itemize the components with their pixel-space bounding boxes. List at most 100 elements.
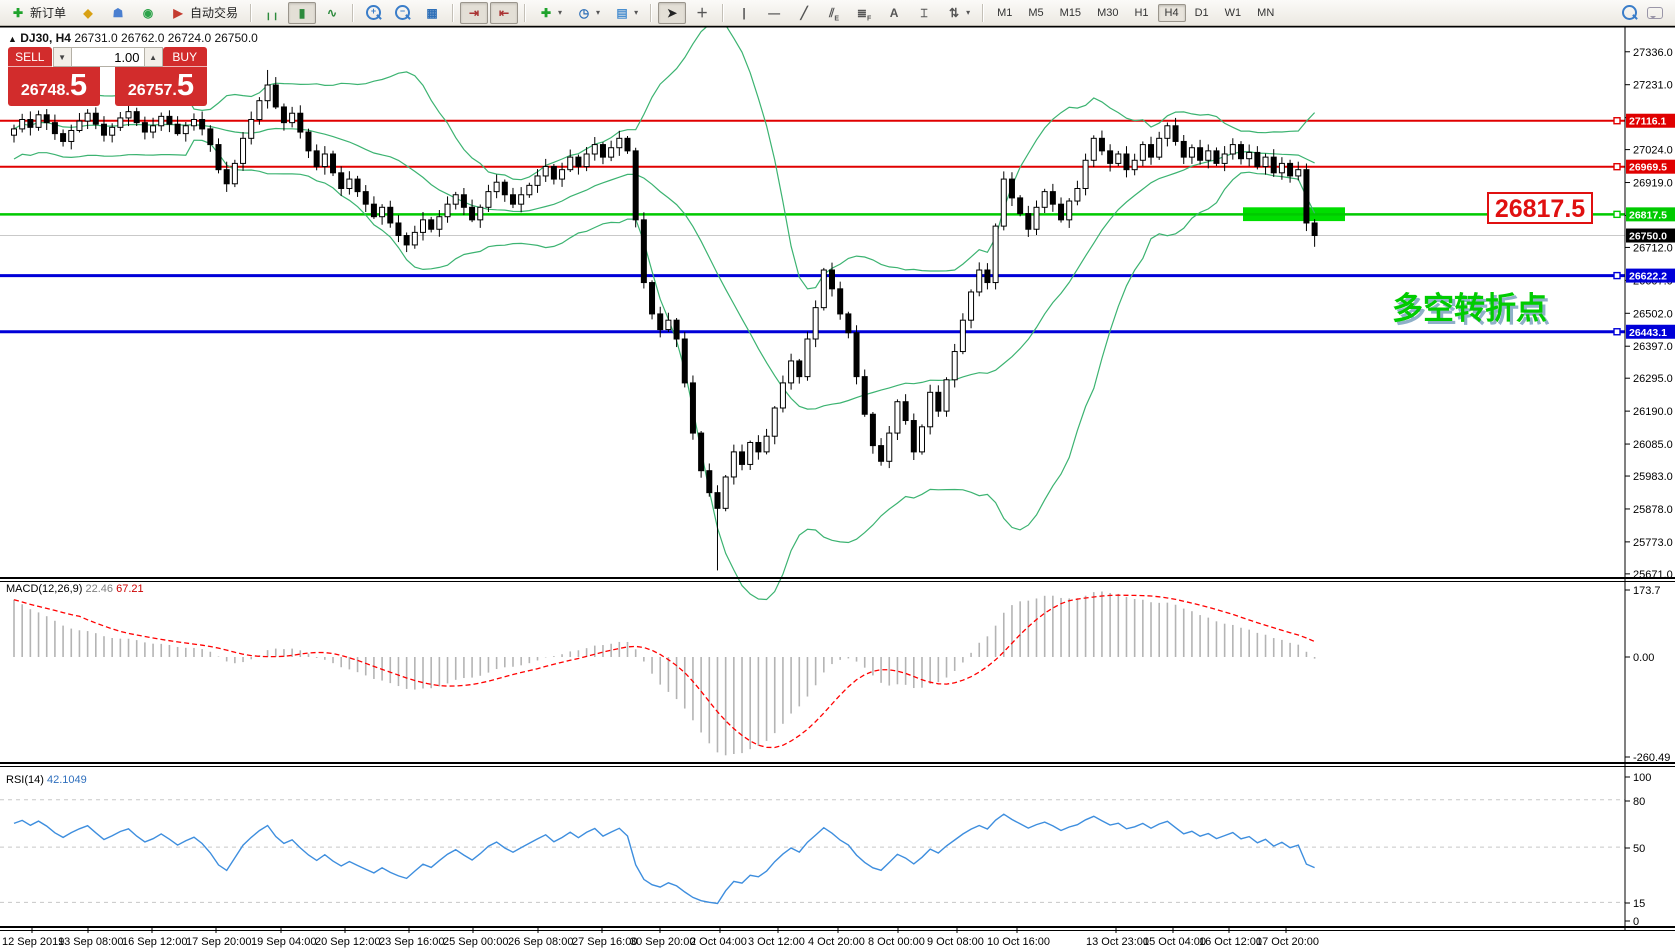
fibonacci-tool-button[interactable]: ≣F	[850, 2, 878, 24]
chart-top-border	[0, 26, 1675, 28]
vline-icon: |	[742, 5, 746, 20]
candle-body	[1066, 200, 1073, 221]
candle-body	[559, 169, 566, 180]
collapse-icon[interactable]: ▲	[8, 34, 17, 44]
rsi-axis-label: 100	[1633, 772, 1651, 784]
panel-separator[interactable]	[0, 766, 1675, 767]
volume-increase-button[interactable]: ▲	[143, 47, 163, 67]
autotrade-icon: ▶	[173, 5, 183, 20]
bars-chart-button[interactable]: ╷╷	[258, 2, 286, 24]
panel-separator[interactable]	[0, 762, 1675, 764]
line-chart-button[interactable]: ∿	[318, 2, 346, 24]
timeframe-w1[interactable]: W1	[1224, 6, 1242, 19]
trendline-tool-button[interactable]: ╱	[790, 2, 818, 24]
candle-body	[76, 120, 83, 131]
candle-body	[984, 269, 991, 284]
candle-body	[886, 432, 893, 462]
candle-body	[43, 114, 50, 124]
timeframe-h1[interactable]: H1	[1134, 6, 1149, 19]
price-line-label-box	[1626, 324, 1675, 339]
chat-icon[interactable]	[1647, 6, 1663, 19]
deposit-button[interactable]: ◆	[74, 2, 102, 24]
candle-body	[1139, 144, 1146, 161]
rsi-label: RSI(14) 42.1049	[6, 774, 87, 786]
new-order-button[interactable]: ✚ 新订单	[4, 1, 72, 24]
price-tick-label: 26919.0	[1633, 178, 1673, 190]
volume-input[interactable]: 1.00	[71, 47, 144, 67]
candle-body	[125, 111, 132, 119]
signals-button[interactable]: ◉	[134, 2, 162, 24]
price-line-label: 27116.1	[1629, 116, 1667, 128]
timeframe-h4[interactable]: H4	[1157, 3, 1186, 22]
timeframe-m5[interactable]: M5	[1028, 6, 1044, 19]
auto-scroll-button[interactable]: ⇥	[460, 1, 489, 24]
buy-price-button[interactable]: 26757. 5	[115, 67, 207, 106]
candle-body	[370, 203, 377, 218]
rsi-axis-label: 80	[1633, 796, 1645, 808]
candles-chart-icon: ▮	[298, 5, 306, 20]
timeframe-m30[interactable]: M30	[1097, 6, 1119, 19]
templates-button[interactable]: ▤ ▾	[608, 2, 644, 24]
line-anchor-handle[interactable]	[1613, 271, 1621, 280]
line-anchor-handle[interactable]	[1613, 117, 1621, 125]
price-tick-label: 27231.0	[1633, 80, 1673, 92]
period-button[interactable]: ◷ ▾	[570, 2, 606, 24]
vline-tool-button[interactable]: |	[730, 2, 758, 24]
candle-body	[739, 451, 746, 465]
sell-button[interactable]: SELL	[8, 47, 52, 67]
sell-price-button[interactable]: 26748. 5	[8, 67, 100, 106]
pivot-annotation-text[interactable]: 多空转折点	[1392, 291, 1547, 326]
strategy-tester-button[interactable]: ☗	[104, 2, 132, 24]
timeframe-mn[interactable]: MN	[1257, 6, 1275, 19]
line-anchor-handle[interactable]	[1613, 210, 1621, 219]
line-anchor-handle[interactable]	[1613, 328, 1621, 336]
time-tick-label: 13 Oct 23:00	[1086, 936, 1149, 948]
candle-body	[1197, 147, 1204, 161]
candle-body	[68, 129, 75, 142]
channel-tool-button[interactable]: ⫽E	[820, 2, 848, 24]
candle-body	[297, 112, 304, 133]
zoom-out-button[interactable]: −	[389, 2, 416, 23]
candles-chart-button[interactable]: ▮	[288, 1, 317, 24]
strategy-tester-icon: ☗	[112, 5, 124, 20]
candle-body	[902, 401, 909, 422]
candle-body	[501, 181, 508, 196]
macd-label: MACD(12,26,9) 22.46 67.21	[6, 583, 144, 595]
search-icon[interactable]	[1622, 5, 1637, 20]
arrows-tool-button[interactable]: ⇅ ▾	[940, 2, 976, 24]
indicators-button[interactable]: ✚ ▾	[532, 2, 568, 24]
line-anchor-handle[interactable]	[1613, 162, 1621, 171]
chart-shift-button[interactable]: ⇤	[490, 1, 519, 24]
candle-body	[1074, 187, 1081, 202]
cursor-button[interactable]: ➤	[658, 1, 687, 24]
tile-windows-button[interactable]: ▦	[418, 2, 446, 24]
rsi-axis-label: 15	[1633, 898, 1645, 910]
zoom-in-button[interactable]: +	[360, 2, 387, 23]
deposit-icon: ◆	[83, 5, 93, 20]
label-tool-button[interactable]: ⌶	[910, 2, 938, 24]
candle-body	[640, 219, 647, 284]
text-tool-button[interactable]: A	[880, 2, 908, 24]
panel-separator[interactable]	[0, 581, 1675, 582]
time-tick-label: 10 Oct 16:00	[987, 936, 1050, 948]
timeframe-m15[interactable]: M15	[1059, 6, 1082, 19]
candle-body	[1058, 203, 1065, 221]
toolbar-separator	[650, 3, 653, 22]
candle-body	[1270, 156, 1277, 174]
candle-body	[428, 219, 435, 230]
price-callout-box[interactable]	[1487, 192, 1593, 224]
panel-separator[interactable]	[0, 577, 1675, 579]
candle-body	[313, 150, 320, 168]
crosshair-button[interactable]: ＋	[688, 2, 716, 24]
autotrade-button[interactable]: ▶ 自动交易	[164, 1, 244, 24]
candle-body	[182, 125, 189, 135]
timeframe-d1[interactable]: D1	[1194, 6, 1209, 19]
volume-decrease-button[interactable]: ▼	[52, 47, 72, 67]
buy-button[interactable]: BUY	[162, 47, 207, 67]
candle-body	[436, 216, 443, 230]
timeframe-m1[interactable]: M1	[997, 6, 1013, 19]
hline-tool-button[interactable]: —	[760, 2, 788, 24]
candle-body	[1049, 191, 1056, 205]
